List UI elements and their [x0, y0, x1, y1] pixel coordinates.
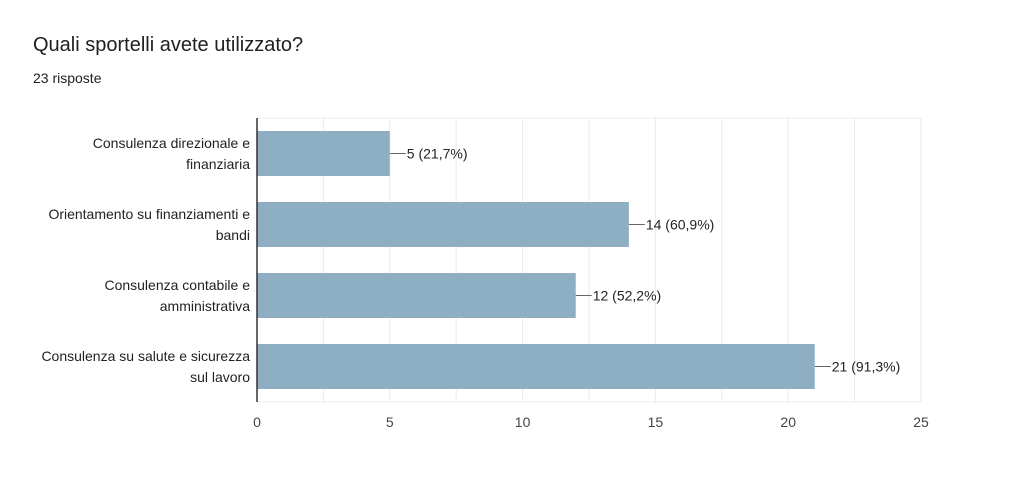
data-label: 12 (52,2%)	[593, 288, 661, 304]
bar	[257, 131, 390, 176]
data-label: 5 (21,7%)	[407, 146, 468, 162]
bar	[257, 273, 576, 318]
x-tick-label: 25	[913, 414, 929, 430]
x-tick-label: 5	[386, 414, 394, 430]
x-tick-label: 15	[648, 414, 664, 430]
x-tick-label: 20	[780, 414, 796, 430]
question-title: Quali sportelli avete utilizzato?	[33, 34, 304, 56]
data-label: 21 (91,3%)	[832, 359, 900, 375]
category-label: Consulenza su salute e sicurezza sul lavo…	[41, 348, 250, 385]
bar	[257, 344, 815, 389]
x-tick-label: 10	[515, 414, 531, 430]
response-count: 23 risposte	[33, 70, 102, 86]
category-label: Consulenza contabile e amministrativa	[104, 277, 250, 314]
x-tick-label: 0	[253, 414, 261, 430]
bar	[257, 202, 629, 247]
data-label: 14 (60,9%)	[646, 217, 714, 233]
category-label: Orientamento su finanziamenti e bandi	[48, 206, 250, 243]
category-label: Consulenza direzionale e finanziaria	[93, 135, 250, 172]
